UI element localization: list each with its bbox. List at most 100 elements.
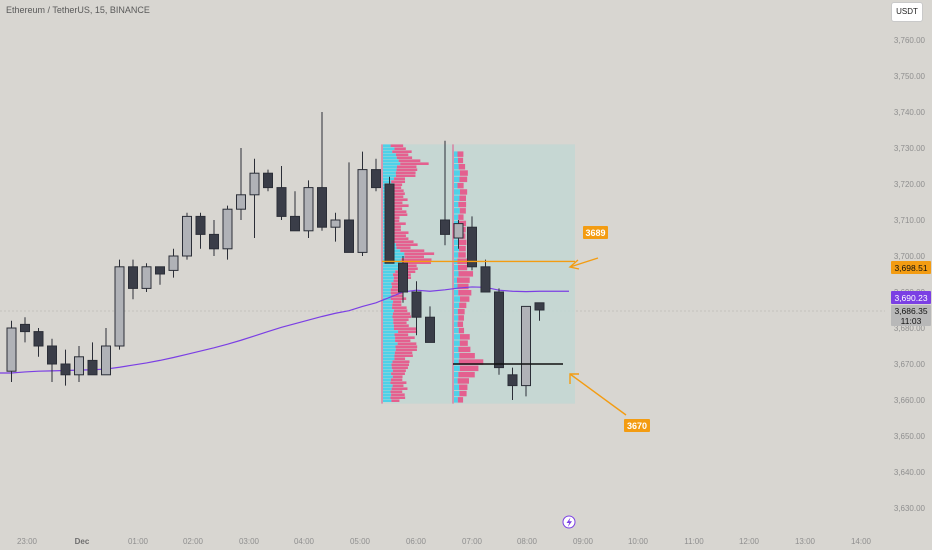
candle — [303, 180, 314, 238]
profile-bar — [383, 330, 399, 333]
profile-bar — [383, 348, 396, 351]
profile-bar — [457, 277, 470, 283]
profile-bar — [395, 339, 411, 342]
profile-bar — [383, 363, 392, 366]
profile-bar — [394, 177, 405, 180]
profile-bar — [454, 315, 459, 321]
profile-bar — [459, 170, 468, 176]
candle — [521, 305, 531, 397]
x-tick-label: 09:00 — [573, 537, 594, 546]
y-tick-label: 3,730.00 — [894, 144, 926, 153]
profile-bar — [383, 150, 393, 153]
levels — [382, 260, 575, 365]
profile-bar — [397, 342, 417, 345]
profile-bar — [454, 308, 458, 315]
profile-bar — [454, 271, 459, 277]
profile-bar — [454, 340, 460, 346]
profile-bar — [383, 294, 392, 297]
profile-bar — [454, 157, 458, 164]
profile-bar — [454, 201, 459, 208]
candle — [276, 166, 287, 220]
y-tick-label: 3,680.00 — [894, 324, 926, 333]
profile-bar — [394, 234, 406, 237]
profile-bar — [454, 371, 459, 378]
profile-bar — [383, 381, 391, 384]
profile-bar — [383, 270, 396, 273]
candle — [425, 306, 435, 343]
profile-bar — [454, 170, 460, 176]
profile-bar — [391, 399, 400, 402]
profile-bar — [390, 297, 407, 300]
profile-bar — [400, 249, 425, 252]
x-tick-label: 07:00 — [462, 537, 483, 546]
profile-bar — [404, 252, 435, 255]
candle — [371, 158, 381, 192]
candle — [494, 288, 504, 375]
profile-bar — [391, 294, 404, 297]
x-tick-label: 02:00 — [183, 537, 204, 546]
profile-bar — [383, 357, 395, 360]
x-tick-label: 08:00 — [517, 537, 538, 546]
profile-bar — [454, 264, 458, 271]
currency-button[interactable]: USDT — [891, 2, 923, 22]
profile-bar — [393, 321, 407, 324]
profile-bar — [395, 336, 415, 339]
profile-bar — [459, 208, 466, 214]
x-tick-label: 01:00 — [128, 537, 149, 546]
profile-bar — [454, 365, 460, 372]
candle — [249, 158, 260, 238]
candle — [236, 148, 246, 220]
profile-bar — [392, 360, 410, 363]
profile-bar — [392, 306, 407, 309]
y-tick-label: 3,650.00 — [894, 432, 926, 441]
profile-bar — [391, 219, 400, 222]
candle — [74, 346, 84, 382]
profile-bar — [457, 264, 468, 271]
candle — [168, 248, 179, 278]
profile-bar — [383, 168, 397, 171]
profile-bar — [383, 342, 398, 345]
profile-bar — [383, 180, 392, 183]
profile-bar — [454, 208, 460, 214]
profile-bar — [396, 243, 418, 246]
profile-bar — [454, 151, 458, 157]
y-tick-label: 3,720.00 — [894, 180, 926, 189]
profile-bar — [383, 384, 393, 387]
candle — [155, 266, 165, 285]
y-tick-label: 3,710.00 — [894, 216, 926, 225]
profile-bar — [383, 276, 394, 279]
candle — [440, 140, 450, 246]
profile-bar — [391, 393, 405, 396]
profile-bar — [459, 176, 468, 183]
profile-bar — [454, 378, 458, 384]
profile-bar — [392, 150, 412, 153]
svg-text:3,690.23: 3,690.23 — [894, 293, 927, 303]
lower-level-label-box — [624, 419, 650, 432]
y-axis[interactable]: 3,760.00 3,750.00 3,740.00 3,730.00 3,720.00… — [894, 36, 926, 513]
y-tick-label: 3,660.00 — [894, 396, 926, 405]
profile-bar — [459, 334, 470, 340]
candle — [6, 320, 17, 382]
profile-bar — [383, 351, 395, 354]
profile-bar — [392, 315, 412, 318]
profile-bar — [383, 324, 394, 327]
candle — [411, 281, 422, 336]
profile-bar — [457, 378, 470, 384]
profile-bar — [454, 384, 460, 390]
profile-bar — [402, 261, 431, 264]
profile-bar — [454, 397, 458, 403]
profile-bar — [395, 153, 409, 156]
profile-bar — [401, 258, 432, 261]
profile-bar — [383, 390, 391, 393]
candle — [344, 162, 354, 253]
lightning-icon[interactable] — [562, 515, 576, 529]
profile-bar — [393, 318, 409, 321]
x-tick-label: 23:00 — [17, 537, 38, 546]
profile-bar — [383, 387, 392, 390]
candle — [182, 212, 192, 260]
profile-bar — [383, 315, 393, 318]
profile-bar — [383, 156, 397, 159]
profile-bar — [383, 288, 391, 291]
x-axis[interactable]: 23:00 Dec 01:00 02:00 03:00 04:00 05:00 06:00 07… — [17, 537, 872, 546]
